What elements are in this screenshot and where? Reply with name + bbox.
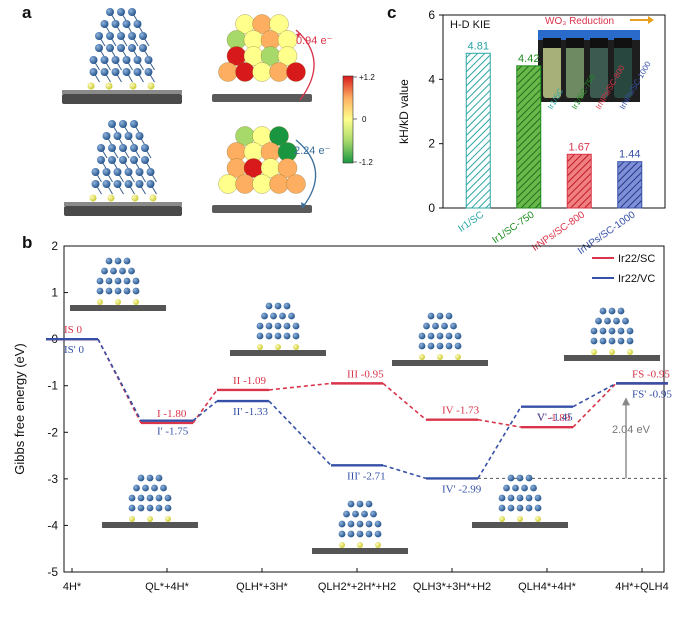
colorbar-max-label: +1.2 <box>359 73 375 82</box>
ytick-label-b: -4 <box>47 518 58 532</box>
barrier-label: 2.04 eV <box>612 424 651 436</box>
colorbar-mid-label: 0 <box>362 115 367 124</box>
charge-label-top: 0.94 e⁻ <box>296 35 333 47</box>
energy-label: I' -1.75 <box>157 426 189 438</box>
ytick-label-b: -2 <box>47 425 58 439</box>
series-connector <box>477 406 522 479</box>
adsorption-snapshots <box>70 257 660 554</box>
energy-label: IV -1.73 <box>442 405 480 417</box>
ytick-label-b: 2 <box>51 239 58 253</box>
panel-c-letter: c <box>387 3 396 22</box>
series-connector <box>382 382 427 421</box>
bar <box>617 161 643 209</box>
vials-label: WO₃ Reduction <box>545 16 614 27</box>
charge-label-bottom: 2.24 e⁻ <box>294 145 331 157</box>
legend-label: Ir22/SC <box>618 253 655 265</box>
bar-value-label: 4.42 <box>518 53 539 65</box>
charge-cluster-top <box>212 14 312 102</box>
ytick-label-c: 4 <box>428 72 435 86</box>
panel-a-structures: 0.94 e⁻ 2.24 e⁻ +1.2 0 -1.2 <box>62 8 375 216</box>
energy-label: II -1.09 <box>233 375 266 387</box>
series-connector <box>268 382 332 391</box>
energy-label: FS -0.95 <box>632 368 670 380</box>
ytick-label-c: 2 <box>428 137 435 151</box>
chart-title-c: H-D KIE <box>450 19 490 31</box>
series-connector <box>97 338 142 422</box>
category-label-b: QL*+4H* <box>145 581 189 593</box>
ylabel-b: Gibbs free energy (eV) <box>12 343 27 475</box>
panel-a-letter: a <box>22 3 32 22</box>
series-connector <box>192 389 218 424</box>
panel-c-kie-chart: H-D KIE WO₃ Reduction 4.81Ir1/SCIr1/SC4.… <box>397 8 666 257</box>
ytick-label-c: 0 <box>428 201 435 215</box>
category-label-b: QLH2*+2H*+H2 <box>318 581 396 593</box>
ytick-label-b: -5 <box>47 565 58 579</box>
bar <box>566 153 592 209</box>
series-connector <box>268 400 332 466</box>
series-connector <box>192 400 218 422</box>
energy-label: II' -1.33 <box>233 406 268 418</box>
colorbar <box>342 75 354 164</box>
series-connector <box>477 418 522 428</box>
plot-frame-c <box>442 14 666 209</box>
category-label-b: 4H* <box>63 581 82 593</box>
cluster-structure-bottom <box>64 120 182 216</box>
ytick-label-b: -3 <box>47 472 58 486</box>
bar <box>465 52 491 209</box>
category-label-b: QLH4*+4H* <box>518 581 577 593</box>
charge-arrow-bottom <box>295 139 317 209</box>
colorbar-min-label: -1.2 <box>359 158 373 167</box>
ytick-label-b: -1 <box>47 379 58 393</box>
energy-label: III -0.95 <box>347 368 384 380</box>
panel-b-letter: b <box>22 233 32 252</box>
charge-arrow-top <box>295 29 315 101</box>
cluster-structure-top <box>62 8 182 104</box>
category-label-b: QLH3*+3H*+H2 <box>413 581 491 593</box>
ytick-label-c: 6 <box>428 8 435 22</box>
bar <box>516 65 542 209</box>
energy-label: IV' -2.99 <box>442 483 482 495</box>
plot-frame-b <box>63 245 665 573</box>
energy-label: IS' 0 <box>64 344 85 356</box>
energy-label: V -1.89 <box>537 412 571 424</box>
ytick-label-b: 1 <box>51 286 58 300</box>
charge-cluster-bottom <box>212 126 312 213</box>
bar-value-label: 4.81 <box>468 40 489 52</box>
panel-b-energy-profile: -5-4-3-2-1012Gibbs free energy (eV)4H*QL… <box>12 239 672 593</box>
energy-label: III' -2.71 <box>347 470 386 482</box>
bar-value-label: 1.67 <box>569 141 590 153</box>
energy-label: V' -1.45 <box>537 412 573 424</box>
vials-photo: WO₃ Reduction <box>538 16 654 102</box>
series-connector <box>572 382 617 428</box>
category-label-b: QLH*+3H* <box>236 581 288 593</box>
bar-value-label: 1.44 <box>619 149 640 161</box>
series-connector <box>382 464 427 480</box>
energy-label: I -1.80 <box>157 408 187 420</box>
energy-label: IS 0 <box>64 324 83 336</box>
legend-label: Ir22/VC <box>618 273 655 285</box>
series-connector <box>572 382 617 408</box>
category-label-c: Ir1/SC <box>456 209 486 234</box>
category-label-b: 4H*+QLH4 <box>615 581 669 593</box>
ylabel-c: kH/kD value <box>397 79 411 144</box>
energy-label: FS' -0.95 <box>632 388 672 400</box>
category-label-c: Ir1/SC-750 <box>491 209 537 246</box>
